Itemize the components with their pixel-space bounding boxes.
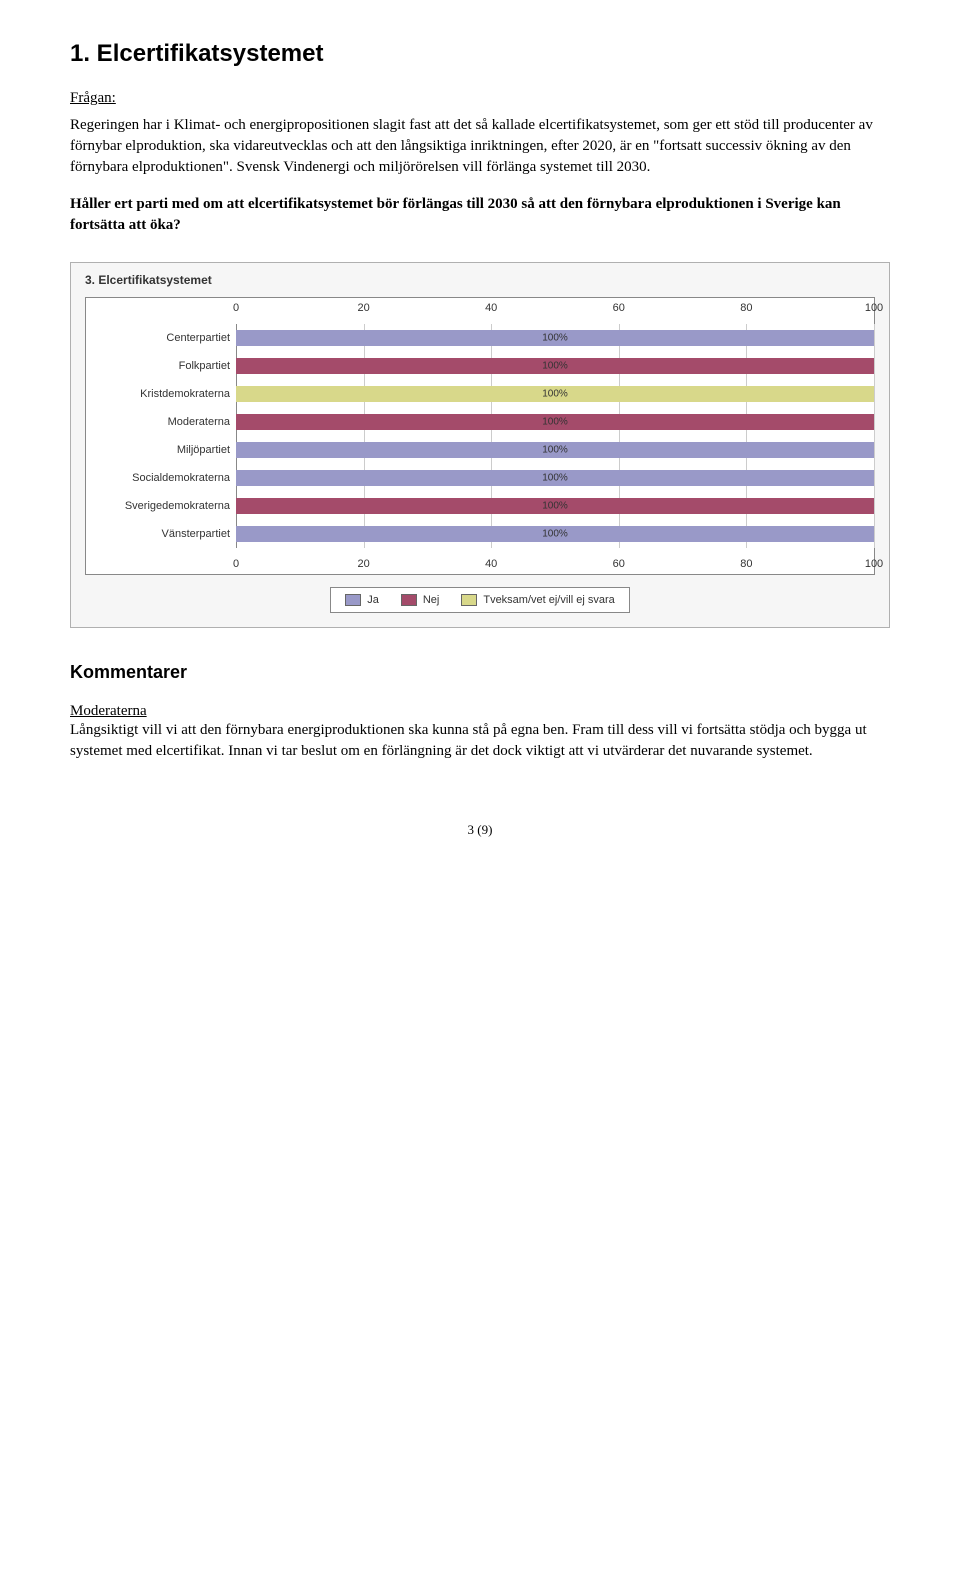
chart-row: Socialdemokraterna 100% [86,464,874,492]
axis-tick: 60 [613,558,625,570]
axis-tick: 40 [485,302,497,314]
y-axis-label: Socialdemokraterna [86,472,236,484]
chart-row: Sverigedemokraterna 100% [86,492,874,520]
chart-row: Kristdemokraterna 100% [86,380,874,408]
axis-tick: 100 [865,302,883,314]
comment-body: Långsiktigt vill vi att den förnybara en… [70,720,890,762]
bar-value-label: 100% [542,473,568,484]
bar-value-label: 100% [542,445,568,456]
bar-value-label: 100% [542,529,568,540]
y-axis-label: Kristdemokraterna [86,388,236,400]
chart-row: Moderaterna 100% [86,408,874,436]
comment-party: Moderaterna [70,703,890,720]
y-axis-label: Moderaterna [86,416,236,428]
axis-tick: 0 [233,302,239,314]
legend-label: Ja [367,594,379,606]
bar-cell: 100% [236,520,874,548]
axis-tick: 80 [740,302,752,314]
bar-cell: 100% [236,380,874,408]
axis-tick: 80 [740,558,752,570]
question-bold: Håller ert parti med om att elcertifikat… [70,194,890,236]
chart-legend: Ja Nej Tveksam/vet ej/vill ej svara [330,587,630,613]
axis-tick: 100 [865,558,883,570]
chart-row: Vänsterpartiet 100% [86,520,874,548]
x-axis-bottom: 020406080100 [86,554,874,574]
chart-title: 3. Elcertifikatsystemet [85,273,875,287]
page-number: 3 (9) [70,822,890,838]
bar-value-label: 100% [542,333,568,344]
legend-item: Nej [401,594,440,606]
axis-tick: 20 [357,558,369,570]
bar-cell: 100% [236,436,874,464]
question-label: Frågan: [70,90,890,107]
legend-item: Ja [345,594,379,606]
bar-cell: 100% [236,492,874,520]
y-axis-label: Miljöpartiet [86,444,236,456]
legend-swatch [461,594,477,606]
comments-heading: Kommentarer [70,662,890,683]
legend-swatch [401,594,417,606]
legend-label: Tveksam/vet ej/vill ej svara [483,594,614,606]
legend-label: Nej [423,594,440,606]
bar-value-label: 100% [542,501,568,512]
bar-cell: 100% [236,464,874,492]
legend-swatch [345,594,361,606]
axis-tick: 60 [613,302,625,314]
chart-row: Centerpartiet 100% [86,324,874,352]
chart-row: Miljöpartiet 100% [86,436,874,464]
axis-tick: 0 [233,558,239,570]
bar-value-label: 100% [542,389,568,400]
bar-value-label: 100% [542,417,568,428]
axis-tick: 40 [485,558,497,570]
bar-cell: 100% [236,324,874,352]
chart-plot: 020406080100 Centerpartiet100%Folkpartie… [85,297,875,575]
section-heading: 1. Elcertifikatsystemet [70,40,890,68]
axis-tick: 20 [357,302,369,314]
bar-cell: 100% [236,352,874,380]
legend-item: Tveksam/vet ej/vill ej svara [461,594,614,606]
y-axis-label: Centerpartiet [86,332,236,344]
x-axis-top: 020406080100 [86,298,874,318]
y-axis-label: Folkpartiet [86,360,236,372]
question-body: Regeringen har i Klimat- och energipropo… [70,115,890,178]
chart-row: Folkpartiet 100% [86,352,874,380]
y-axis-label: Sverigedemokraterna [86,500,236,512]
bar-cell: 100% [236,408,874,436]
chart-container: 3. Elcertifikatsystemet 0 20 40 60 80 100 Cen… [70,262,890,628]
bar-value-label: 100% [542,361,568,372]
y-axis-label: Vänsterpartiet [86,528,236,540]
